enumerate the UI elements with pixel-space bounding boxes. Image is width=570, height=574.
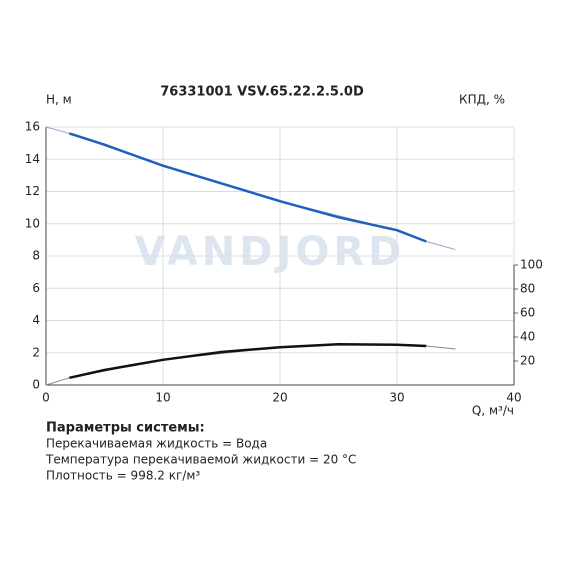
x-tick-label: 0 — [42, 391, 50, 405]
x-tick-label: 30 — [389, 391, 404, 405]
params-heading: Параметры системы: — [46, 421, 205, 436]
y-tick-label: 2 — [32, 345, 40, 359]
y2-tick-label: 60 — [520, 306, 535, 320]
param-line: Плотность = 998.2 кг/м³ — [46, 469, 200, 483]
x-tick-label: 20 — [272, 391, 287, 405]
y-tick-label: 6 — [32, 281, 40, 295]
y2-tick-label: 40 — [520, 330, 535, 344]
y-tick-label: 4 — [32, 313, 40, 327]
watermark: VANDJORD — [135, 229, 406, 275]
curve — [69, 132, 427, 243]
y2-tick-label: 20 — [520, 354, 535, 368]
y-tick-label: 14 — [25, 152, 40, 166]
y-tick-label: 10 — [25, 216, 40, 230]
y-tick-label: 12 — [25, 184, 40, 198]
y2-tick-label: 80 — [520, 282, 535, 296]
y2-tick-label: 100 — [520, 258, 543, 272]
y-tick-label: 8 — [32, 249, 40, 263]
chart-title: 76331001 VSV.65.22.2.5.0D — [160, 85, 364, 100]
y-tick-label: 16 — [25, 120, 40, 134]
curve — [69, 342, 427, 380]
x-tick-label: 40 — [506, 391, 521, 405]
param-line: Перекачиваемая жидкость = Вода — [46, 437, 267, 451]
y2-axis-label: КПД, % — [459, 93, 505, 107]
x-tick-label: 10 — [155, 391, 170, 405]
param-line: Температура перекачиваемой жидкости = 20… — [45, 453, 356, 467]
x-axis-label: Q, м³/ч — [472, 404, 514, 418]
y-axis-label: H, м — [46, 93, 72, 107]
y-tick-label: 0 — [32, 378, 40, 392]
